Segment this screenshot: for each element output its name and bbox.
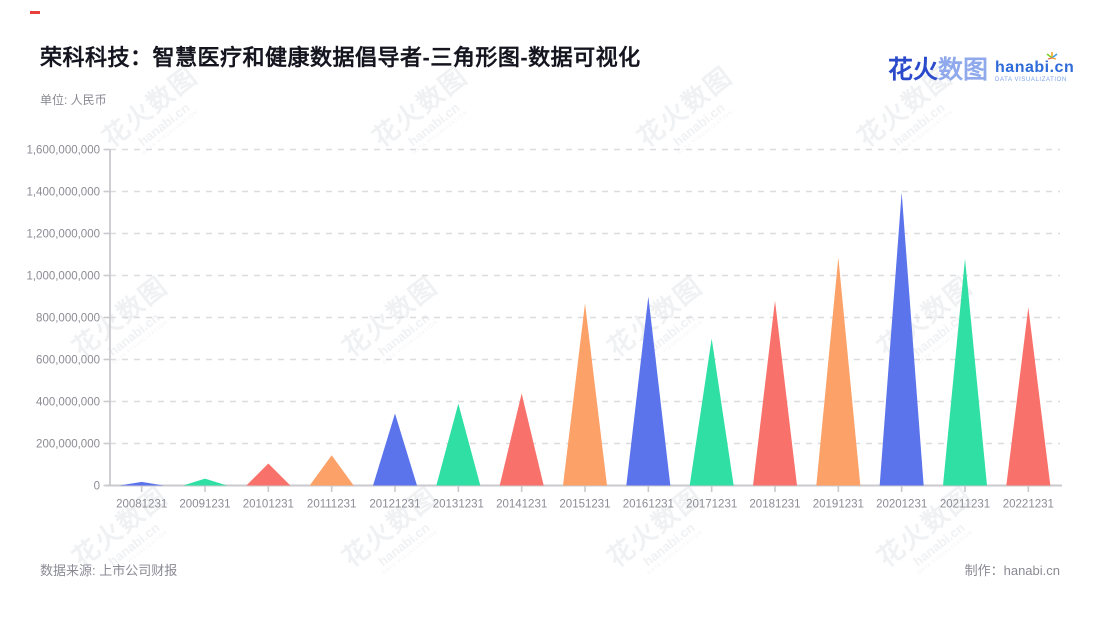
- logo-domain: hanabi.cn: [995, 59, 1075, 76]
- y-axis-label: 400,000,000: [36, 397, 100, 409]
- triangle-20141231[interactable]: [499, 393, 544, 486]
- triangle-20151231[interactable]: [563, 303, 607, 486]
- firework-icon: [1045, 52, 1059, 68]
- triangle-20211231[interactable]: [943, 258, 987, 486]
- triangle-20131231[interactable]: [436, 403, 481, 486]
- x-axis-label: 20211231: [940, 499, 990, 511]
- x-axis-label: 20191231: [813, 499, 864, 511]
- y-axis-label: 1,600,000,000: [26, 145, 100, 157]
- triangle-20191231[interactable]: [816, 257, 861, 486]
- triangle-20221231[interactable]: [1006, 307, 1051, 486]
- y-axis-label: 1,000,000,000: [26, 271, 100, 283]
- unit-label: 单位: 人民币: [40, 93, 107, 107]
- y-axis-label: 0: [94, 481, 100, 493]
- x-axis-label: 20141231: [496, 499, 547, 511]
- logo-tagline: DATA VISUALIZATION: [995, 77, 1067, 83]
- x-axis-label: 20161231: [623, 499, 674, 511]
- y-axis-label: 1,200,000,000: [26, 229, 100, 241]
- logo-zh-secondary: 数图: [938, 56, 989, 84]
- x-axis-label: 20181231: [749, 499, 800, 511]
- x-axis-label: 20091231: [179, 499, 230, 511]
- x-axis-label: 20101231: [243, 499, 294, 511]
- triangle-20091231[interactable]: [183, 478, 227, 486]
- triangle-20121231[interactable]: [373, 413, 417, 486]
- logo-domain-block: hanabi.cn DATA VISUALIZATION: [995, 52, 1075, 83]
- y-axis-label: 1,400,000,000: [26, 187, 100, 199]
- page-title: 荣科科技：智慧医疗和健康数据倡导者-三角形图-数据可视化: [40, 45, 641, 70]
- credit: 制作：hanabi.cn: [964, 563, 1060, 578]
- title-accent-dash: [30, 11, 40, 14]
- logo-zh-text: 花火数图: [888, 58, 988, 83]
- x-axis-label: 20111231: [307, 499, 356, 511]
- triangle-20111231[interactable]: [309, 455, 354, 486]
- triangle-20081231[interactable]: [119, 481, 164, 486]
- x-axis-label: 20171231: [686, 499, 737, 511]
- y-axis-label: 600,000,000: [36, 355, 100, 367]
- y-axis-label: 200,000,000: [36, 439, 100, 451]
- x-axis-label: 20201231: [876, 499, 927, 511]
- x-axis-label: 20221231: [1003, 499, 1054, 511]
- triangle-20161231[interactable]: [626, 296, 671, 486]
- logo-zh-primary: 花火: [888, 56, 939, 84]
- data-source: 数据来源: 上市公司财报: [40, 563, 178, 578]
- hanabi-logo: 花火数图 hanabi.cn DATA VISUALIZATION: [888, 52, 1075, 83]
- y-axis-label: 800,000,000: [36, 313, 100, 325]
- triangle-20101231[interactable]: [246, 463, 291, 486]
- triangle-20171231[interactable]: [689, 338, 734, 486]
- x-axis-label: 20131231: [433, 499, 484, 511]
- triangle-20201231[interactable]: [879, 192, 924, 486]
- x-axis-label: 20081231: [116, 499, 167, 511]
- triangle-20181231[interactable]: [753, 300, 797, 486]
- x-axis-label: 20121231: [369, 499, 420, 511]
- x-axis-label: 20151231: [559, 499, 610, 511]
